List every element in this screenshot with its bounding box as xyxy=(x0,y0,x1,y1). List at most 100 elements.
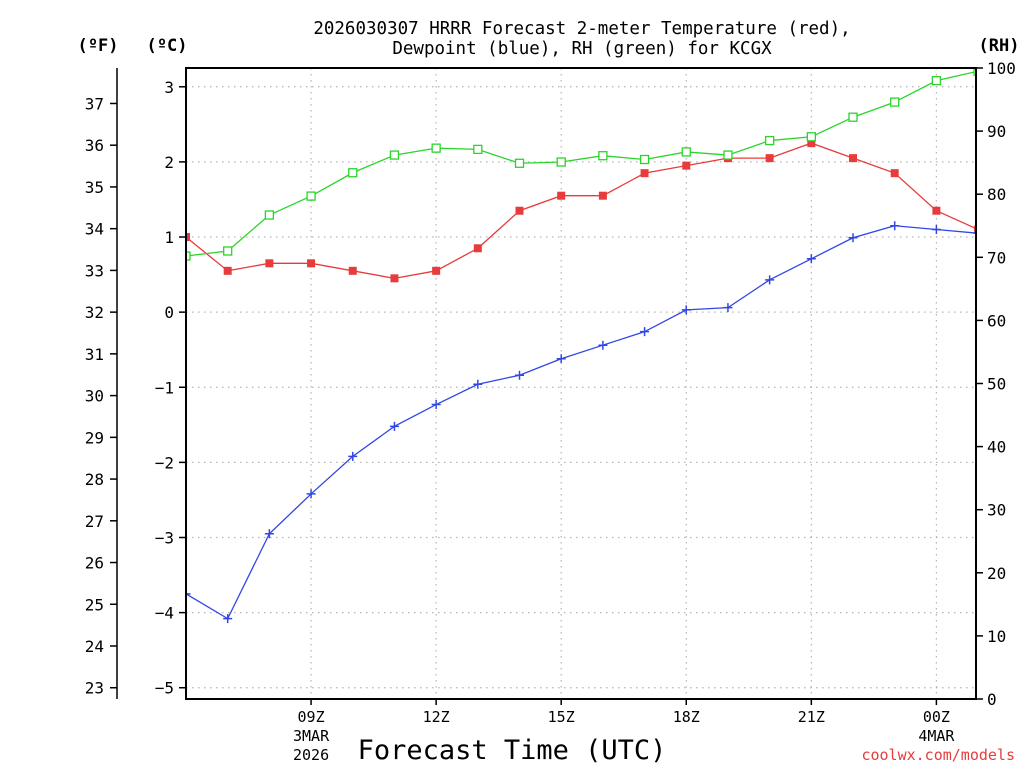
rh-point xyxy=(264,210,275,220)
x-axis-title: Forecast Time (UTC) xyxy=(358,735,667,766)
dewpoint-point xyxy=(223,614,233,624)
rh-tick-label: 50 xyxy=(987,375,1006,394)
temperature-point xyxy=(682,161,691,170)
rh-tick-label: 80 xyxy=(987,185,1006,204)
celsius-tick-label: −2 xyxy=(155,453,174,472)
chart-title-line2: Dewpoint (blue), RH (green) for KCGX xyxy=(392,39,772,59)
temperature-line xyxy=(186,142,976,279)
temperature-point xyxy=(640,169,649,178)
rh-point xyxy=(723,150,733,160)
fahrenheit-tick-label: 29 xyxy=(85,428,104,447)
dewpoint-point xyxy=(806,254,816,264)
rh-tick-label: 30 xyxy=(987,501,1006,520)
rh-point xyxy=(223,246,233,256)
fahrenheit-tick-label: 31 xyxy=(85,345,104,364)
axes: 3210−1−2−3−4−537363534333231302928272625… xyxy=(85,59,1016,764)
dewpoint-point xyxy=(848,233,858,243)
dewpoint-point xyxy=(556,354,566,364)
dewpoint-point xyxy=(306,489,316,499)
fahrenheit-tick-label: 23 xyxy=(85,679,104,698)
temperature-point xyxy=(765,154,774,163)
celsius-unit-label: (ºC) xyxy=(147,36,188,56)
temperature-point xyxy=(186,233,190,242)
x-tick-date-label: 4MAR xyxy=(918,727,955,745)
x-tick-label: 15Z xyxy=(548,708,575,726)
temperature-point xyxy=(890,169,899,178)
dewpoint-point xyxy=(431,400,441,410)
temperature-point xyxy=(515,206,524,215)
temperature-point xyxy=(390,274,399,283)
rh-tick-label: 40 xyxy=(987,438,1006,457)
x-tick-label: 00Z xyxy=(923,708,950,726)
temperature-point xyxy=(265,259,274,268)
dewpoint-point xyxy=(389,421,399,431)
rh-point xyxy=(890,97,900,107)
celsius-tick-label: −4 xyxy=(155,604,174,623)
rh-tick-label: 90 xyxy=(987,122,1006,141)
fahrenheit-tick-label: 37 xyxy=(85,94,104,113)
temperature-point xyxy=(557,191,566,200)
rh-tick-label: 10 xyxy=(987,627,1006,646)
rh-point xyxy=(764,135,775,146)
fahrenheit-tick-label: 28 xyxy=(85,470,104,489)
x-tick-label: 21Z xyxy=(798,708,825,726)
celsius-tick-label: 3 xyxy=(164,78,174,97)
x-tick-label: 12Z xyxy=(423,708,450,726)
fahrenheit-tick-label: 36 xyxy=(85,136,104,155)
x-tick-year-label: 2026 xyxy=(293,746,329,764)
fahrenheit-tick-label: 25 xyxy=(85,595,104,614)
rh-point xyxy=(186,251,191,261)
rh-tick-label: 20 xyxy=(987,564,1006,583)
series-layer xyxy=(186,68,976,624)
rh-tick-label: 0 xyxy=(987,690,997,709)
rh-point xyxy=(306,191,316,201)
rh-point xyxy=(556,157,566,167)
rh-point xyxy=(598,151,608,161)
rh-point xyxy=(473,144,483,155)
dewpoint-point xyxy=(473,379,483,389)
dewpoint-point xyxy=(515,370,525,380)
chart-title-line1: 2026030307 HRRR Forecast 2-meter Tempera… xyxy=(313,19,850,39)
temperature-point xyxy=(598,191,607,200)
fahrenheit-tick-label: 27 xyxy=(85,512,104,531)
rh-point xyxy=(639,154,650,165)
fahrenheit-tick-label: 32 xyxy=(85,303,104,322)
fahrenheit-tick-label: 34 xyxy=(85,220,104,239)
celsius-tick-label: −3 xyxy=(155,528,174,547)
x-tick-date-label: 3MAR xyxy=(293,727,330,745)
rh-tick-label: 60 xyxy=(987,311,1006,330)
celsius-tick-label: −5 xyxy=(155,679,174,698)
dewpoint-point xyxy=(348,451,358,461)
celsius-tick-label: 1 xyxy=(164,228,174,247)
temperature-point xyxy=(432,266,441,275)
dewpoint-line xyxy=(186,225,976,620)
rh-line xyxy=(186,70,976,257)
rh-point xyxy=(681,147,691,157)
rh-point xyxy=(348,168,358,178)
fahrenheit-unit-label: (ºF) xyxy=(78,36,119,56)
dewpoint-point xyxy=(640,327,650,337)
rh-tick-label: 100 xyxy=(987,59,1016,78)
temperature-point xyxy=(807,139,816,148)
rh-point xyxy=(931,75,942,86)
dewpoint-point xyxy=(186,589,191,599)
dewpoint-point xyxy=(681,305,691,315)
grid-lines xyxy=(186,68,976,699)
temperature-point xyxy=(473,244,482,253)
rh-point xyxy=(431,143,441,153)
celsius-tick-label: 0 xyxy=(164,303,174,322)
fahrenheit-tick-label: 30 xyxy=(85,387,104,406)
dewpoint-point xyxy=(723,303,733,313)
celsius-tick-label: 2 xyxy=(164,153,174,172)
temperature-point xyxy=(849,154,858,163)
fahrenheit-tick-label: 33 xyxy=(85,261,104,280)
rh-point xyxy=(848,112,858,122)
credit-label: coolwx.com/models xyxy=(861,746,1015,764)
dewpoint-point xyxy=(890,221,900,231)
celsius-tick-label: −1 xyxy=(155,378,174,397)
plot-frame xyxy=(185,67,977,700)
dewpoint-point xyxy=(598,340,608,350)
x-tick-label: 18Z xyxy=(673,708,700,726)
temperature-point xyxy=(348,266,357,275)
